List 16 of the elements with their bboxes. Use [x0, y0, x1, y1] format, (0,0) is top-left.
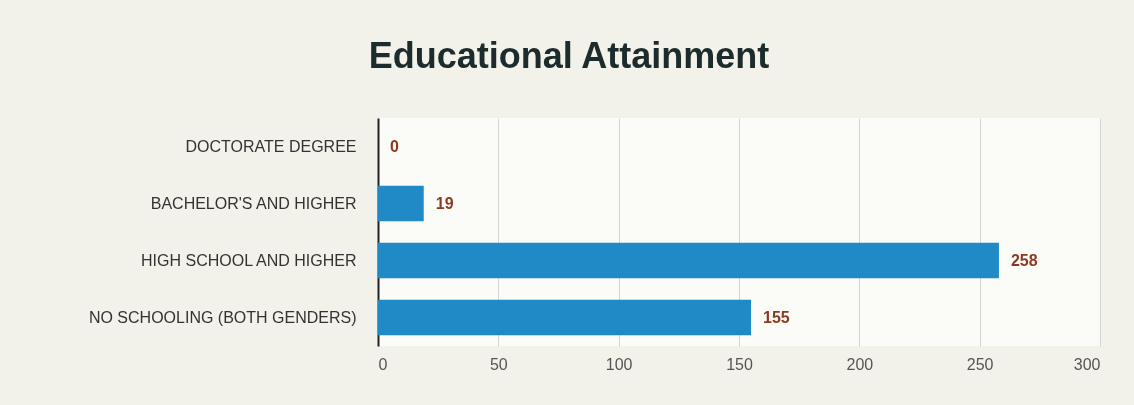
- x-tick-label: 50: [489, 355, 508, 373]
- data-label: 19: [435, 194, 454, 212]
- data-label: 258: [1010, 251, 1038, 269]
- x-tick-label: 200: [846, 355, 874, 373]
- x-tick-label: 0: [378, 355, 388, 373]
- data-label: 155: [763, 308, 790, 326]
- y-tick-label: BACHELOR'S AND HIGHER: [150, 194, 357, 212]
- y-tick-label: NO SCHOOLING (BOTH GENDERS): [88, 308, 357, 326]
- x-tick-label: 100: [605, 355, 633, 373]
- x-tick-label: 150: [726, 355, 753, 373]
- x-tick-label: 300: [1073, 355, 1101, 373]
- data-label: 0: [390, 137, 399, 155]
- chart-title: Educational Attainment: [368, 35, 770, 76]
- y-tick-label: HIGH SCHOOL AND HIGHER: [141, 251, 357, 269]
- x-tick-label: 250: [966, 355, 994, 373]
- y-tick-label: DOCTORATE DEGREE: [185, 137, 357, 155]
